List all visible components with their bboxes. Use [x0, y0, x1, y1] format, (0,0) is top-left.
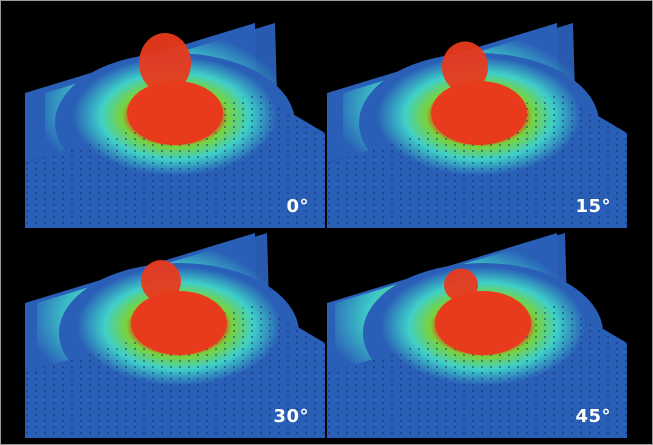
panel-15-deg: 15°	[327, 23, 627, 228]
field-plot-15	[327, 23, 627, 228]
angle-label: 30°	[273, 406, 309, 427]
panel-30-deg: 30°	[25, 233, 325, 438]
field-plot-0	[25, 23, 325, 228]
field-plot-30	[25, 233, 325, 438]
panel-0-deg: 0°	[25, 23, 325, 228]
field-plot-45	[327, 233, 627, 438]
angle-label: 45°	[575, 406, 611, 427]
angle-label: 0°	[286, 196, 309, 217]
panel-45-deg: 45°	[327, 233, 627, 438]
angle-label: 15°	[575, 196, 611, 217]
